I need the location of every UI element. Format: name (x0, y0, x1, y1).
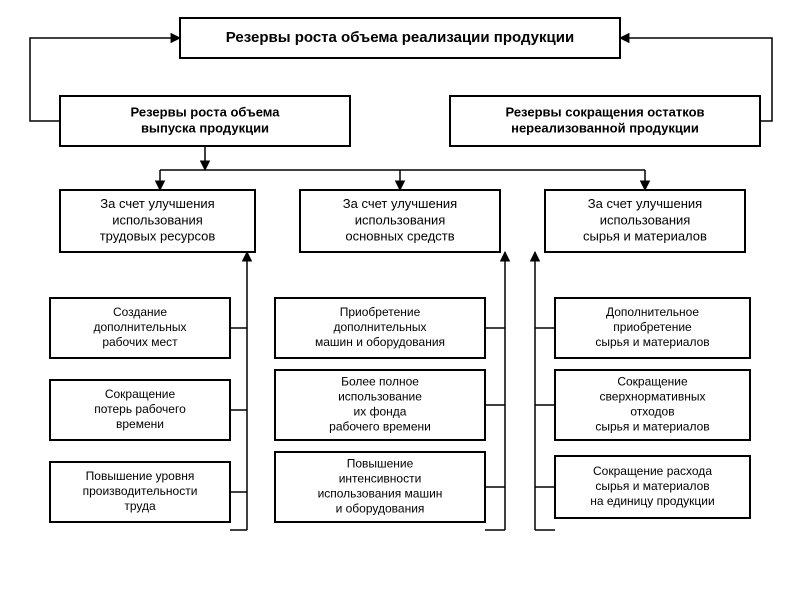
node-c3r2: Сокращениесверхнормативныхотходовсырья и… (555, 370, 750, 440)
node-c1r2: Сокращениепотерь рабочеговремени (50, 380, 230, 440)
node-c3r3-line2: на единицу продукции (590, 494, 714, 508)
node-c3r3-line0: Сокращение расхода (593, 464, 712, 478)
node-c2r3-line3: и оборудования (336, 502, 425, 516)
node-c2: За счет улучшенияиспользования основных с… (300, 190, 500, 252)
node-c1r2-line0: Сокращение (105, 387, 176, 401)
node-l2a: Резервы роста объема выпуска продукции (60, 96, 350, 146)
node-c2r2: Более полноеиспользованиеих фондарабочег… (275, 370, 485, 440)
node-c2-line2: основных средств (345, 229, 454, 244)
node-l2b-line0: Резервы сокращения остатков (505, 104, 704, 119)
node-c1r1-line1: дополнительных (93, 320, 186, 334)
node-c2r3: Повышениеинтенсивностииспользования маши… (275, 452, 485, 522)
node-c1r3-line1: производительности (83, 484, 198, 498)
node-c2r1-line0: Приобретение (340, 305, 421, 319)
reserves-flowchart: Резервы роста объема реализации продукци… (0, 0, 800, 600)
node-c1r3: Повышение уровняпроизводительноститруда (50, 462, 230, 522)
node-c3-line1: использования (600, 212, 691, 227)
node-c2r2-line2: их фонда (354, 405, 407, 419)
node-c3-line0: За счет улучшения (588, 196, 702, 211)
node-c3: За счет улучшенияиспользования сырья и ма… (545, 190, 745, 252)
node-c2r3-line1: интенсивности (339, 472, 422, 486)
node-c2-line0: За счет улучшения (343, 196, 457, 211)
node-c1r1-line0: Создание (113, 305, 167, 319)
node-root-line0: Резервы роста объема реализации продукци… (226, 29, 574, 46)
node-c2r2-line1: использование (338, 390, 422, 404)
node-c1r1: Созданиедополнительныхрабочих мест (50, 298, 230, 358)
node-c3r3-line1: сырья и материалов (595, 479, 709, 493)
node-c1-line1: использования (112, 212, 203, 227)
node-c2r1-line2: машин и оборудования (315, 335, 445, 349)
node-c1r3-line0: Повышение уровня (86, 469, 195, 483)
node-c2r1: Приобретениедополнительныхмашин и оборуд… (275, 298, 485, 358)
node-c3r2-line3: сырья и материалов (595, 420, 709, 434)
node-c2r2-line3: рабочего времени (329, 420, 431, 434)
node-c2r1-line1: дополнительных (333, 320, 426, 334)
node-c1: За счет улучшенияиспользования трудовых р… (60, 190, 255, 252)
node-c1-line2: трудовых ресурсов (100, 229, 216, 244)
node-root: Резервы роста объема реализации продукци… (180, 18, 620, 58)
node-c3r1-line2: сырья и материалов (595, 335, 709, 349)
node-c1r3-line2: труда (124, 499, 156, 513)
node-c2r2-line0: Более полное (341, 375, 419, 389)
node-l2b-line1: нереализованной продукции (511, 121, 699, 136)
node-c1-line0: За счет улучшения (100, 196, 214, 211)
node-c1r1-line2: рабочих мест (102, 335, 178, 349)
node-l2a-line0: Резервы роста объема (131, 104, 281, 119)
node-l2a-line1: выпуска продукции (141, 121, 269, 136)
node-c3r3: Сокращение расходасырья и материаловна е… (555, 456, 750, 518)
node-c3r1: Дополнительноеприобретениесырья и матери… (555, 298, 750, 358)
node-c3r1-line0: Дополнительное (606, 305, 699, 319)
node-c2-line1: использования (355, 212, 446, 227)
node-c3r2-line2: отходов (630, 405, 674, 419)
node-c3r1-line1: приобретение (613, 320, 692, 334)
node-c2r3-line2: использования машин (318, 487, 443, 501)
node-c3r2-line1: сверхнормативных (600, 390, 706, 404)
node-c3-line2: сырья и материалов (583, 229, 707, 244)
node-c2r3-line0: Повышение (347, 457, 414, 471)
node-c1r2-line1: потерь рабочего (94, 402, 186, 416)
node-l2b: Резервы сокращения остатков нереализованн… (450, 96, 760, 146)
node-c1r2-line2: времени (116, 417, 164, 431)
node-c3r2-line0: Сокращение (617, 375, 688, 389)
